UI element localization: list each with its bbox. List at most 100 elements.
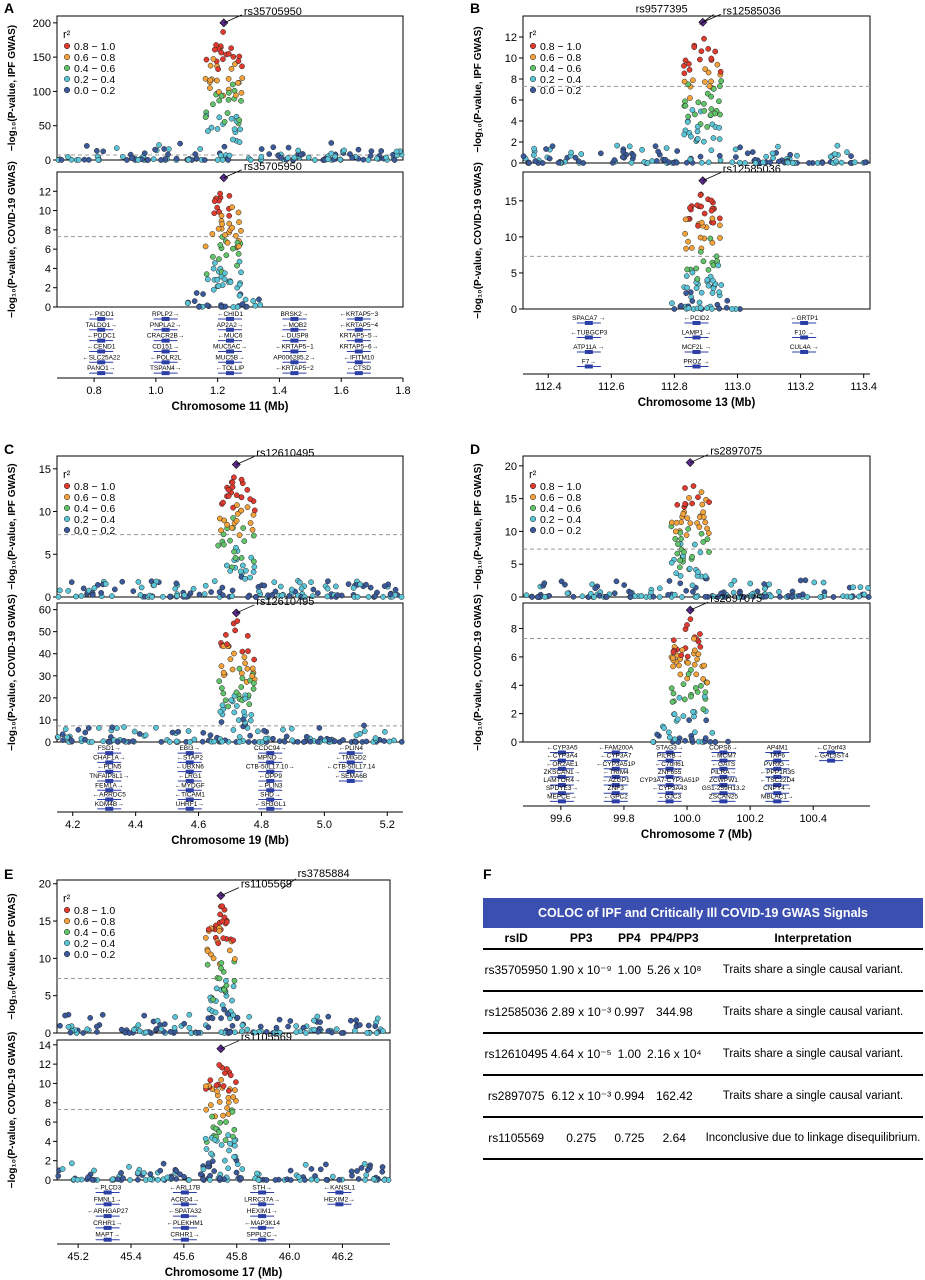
- gene-label: ←MYDGF: [175, 782, 205, 789]
- snp-point: [75, 156, 82, 163]
- y-tick-label: 200: [33, 18, 51, 30]
- x-tick-label: 5.2: [380, 819, 395, 831]
- snp-point: [235, 243, 242, 250]
- snp-point: [285, 1023, 291, 1030]
- snp-point: [718, 282, 725, 288]
- snp-point: [207, 1177, 213, 1183]
- snp-point: [231, 1126, 238, 1133]
- gene-label: ←PDDC1: [87, 333, 116, 340]
- snp-point: [130, 588, 137, 595]
- snp-point: [236, 292, 243, 299]
- snp-point: [358, 1165, 365, 1171]
- snp-point: [710, 86, 717, 92]
- snp-point: [238, 507, 245, 514]
- gene-label: ←C7orf61: [655, 761, 685, 768]
- snp-point: [251, 739, 258, 745]
- snp-point: [233, 1169, 240, 1176]
- gene-exon: [258, 1237, 267, 1242]
- snp-point: [311, 1026, 318, 1033]
- snp-point: [380, 594, 386, 600]
- snp-point: [82, 736, 88, 743]
- legend-entry: 0.8 − 1.0: [74, 905, 115, 917]
- gene-exon: [773, 774, 782, 779]
- snp-point: [185, 728, 192, 734]
- snp-point: [702, 79, 708, 85]
- lead-snp-pointer: [220, 1040, 240, 1050]
- snp-point: [372, 735, 379, 741]
- snp-point: [392, 586, 399, 593]
- gene-label: ←PPP1R35: [760, 769, 795, 776]
- snp-point: [129, 155, 135, 161]
- snp-point: [639, 146, 645, 153]
- snp-point: [354, 594, 361, 600]
- snp-point: [91, 585, 98, 591]
- gene-label: ←MUC6: [218, 333, 243, 340]
- gene-label: ←PLIN3: [258, 782, 283, 789]
- snp-point: [219, 221, 225, 228]
- snp-point: [215, 225, 222, 232]
- snp-point: [300, 739, 307, 745]
- x-tick-label: 45.2: [67, 1251, 88, 1263]
- snp-point: [592, 585, 599, 592]
- gene-exon: [97, 349, 106, 354]
- snp-point: [251, 1029, 258, 1036]
- snp-point: [804, 594, 811, 600]
- gene-exon: [346, 760, 355, 765]
- snp-point: [135, 579, 142, 585]
- snp-point: [697, 549, 704, 556]
- gene-exon: [611, 774, 620, 779]
- x-axis-label: Chromosome 13 (Mb): [638, 397, 756, 409]
- snp-point: [226, 90, 232, 96]
- gene-exon: [800, 320, 809, 325]
- snp-point: [693, 671, 700, 678]
- snp-point: [611, 157, 618, 163]
- snp-point: [233, 92, 239, 99]
- snp-point: [89, 739, 95, 745]
- snp-point: [158, 157, 164, 163]
- snp-point: [228, 45, 235, 52]
- legend-entry: 0.0 − 0.2: [74, 525, 115, 537]
- gene-exon: [719, 766, 728, 771]
- x-tick-label: 4.6: [191, 819, 206, 831]
- snp-point: [59, 1166, 66, 1172]
- gene-exon: [692, 364, 701, 369]
- snp-point: [89, 592, 96, 598]
- snp-point: [203, 56, 210, 63]
- snp-point: [716, 83, 723, 90]
- snp-point: [217, 1119, 224, 1126]
- snp-point: [231, 956, 238, 962]
- gene-label: PVRIG→: [764, 761, 791, 768]
- snp-point: [682, 216, 689, 223]
- gene-label: ←TRIM4: [603, 769, 629, 776]
- snp-point: [232, 627, 238, 634]
- gene-exon: [290, 349, 299, 354]
- snp-point: [78, 593, 85, 599]
- snp-point: [308, 1166, 315, 1172]
- snp-point: [685, 113, 692, 120]
- snp-point: [373, 1030, 380, 1036]
- snp-point: [203, 1146, 210, 1152]
- cell-rsid: rs35705950: [483, 949, 550, 992]
- x-tick-label: 0.8: [86, 385, 101, 397]
- snp-point: [226, 152, 233, 159]
- gene-exon: [346, 751, 355, 756]
- snp-point: [185, 156, 192, 163]
- snp-point: [251, 507, 258, 514]
- snp-point: [136, 731, 143, 737]
- snp-point: [225, 1165, 231, 1172]
- cell-pp3: 4.64 x 10⁻⁵: [549, 1033, 614, 1076]
- snp-point: [352, 1027, 358, 1034]
- snp-point: [526, 160, 532, 166]
- snp-point: [691, 661, 698, 668]
- y-tick-label: 5: [511, 268, 517, 280]
- snp-point: [147, 1171, 154, 1177]
- snp-point: [286, 593, 293, 599]
- snp-point: [226, 220, 233, 227]
- snp-point: [277, 1029, 283, 1036]
- snp-point: [85, 725, 92, 731]
- snp-point: [361, 722, 367, 729]
- snp-point: [656, 585, 663, 592]
- snp-point: [191, 736, 198, 743]
- snp-point: [850, 584, 857, 591]
- snp-point: [698, 489, 705, 496]
